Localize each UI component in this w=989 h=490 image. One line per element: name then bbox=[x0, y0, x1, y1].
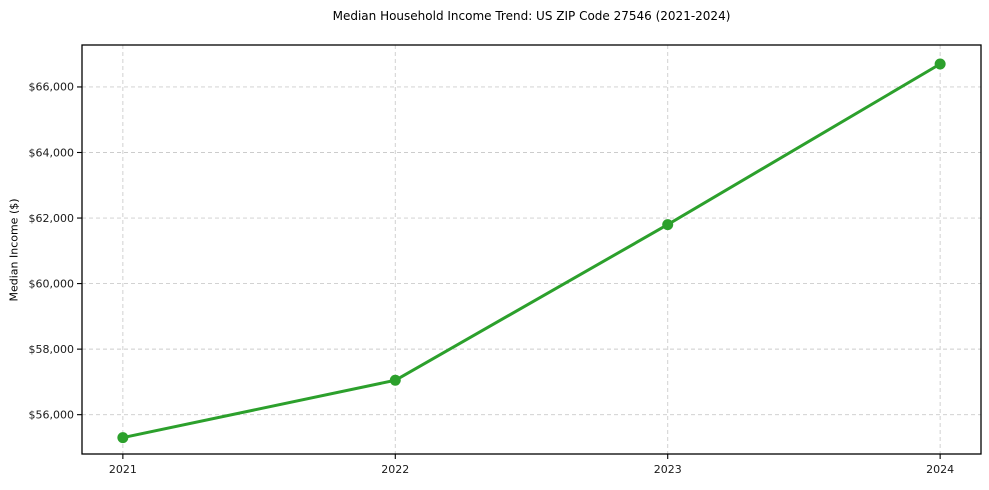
y-tick-label: $62,000 bbox=[29, 212, 75, 225]
data-point-2023 bbox=[662, 219, 674, 231]
chart-title: Median Household Income Trend: US ZIP Co… bbox=[332, 9, 731, 23]
y-tick-label: $66,000 bbox=[29, 81, 75, 94]
data-point-2022 bbox=[389, 374, 401, 386]
y-tick-label: $56,000 bbox=[29, 408, 75, 421]
y-tick-label: $58,000 bbox=[29, 343, 75, 356]
x-tick-label: 2021 bbox=[109, 463, 137, 476]
data-point-2021 bbox=[117, 432, 129, 444]
data-point-2024 bbox=[934, 58, 946, 70]
x-tick-label: 2024 bbox=[926, 463, 954, 476]
y-tick-label: $64,000 bbox=[29, 146, 75, 159]
x-tick-label: 2023 bbox=[654, 463, 682, 476]
y-tick-label: $60,000 bbox=[29, 277, 75, 290]
trend-line bbox=[121, 62, 942, 440]
x-tick-label: 2022 bbox=[381, 463, 409, 476]
plot-border bbox=[81, 44, 982, 455]
